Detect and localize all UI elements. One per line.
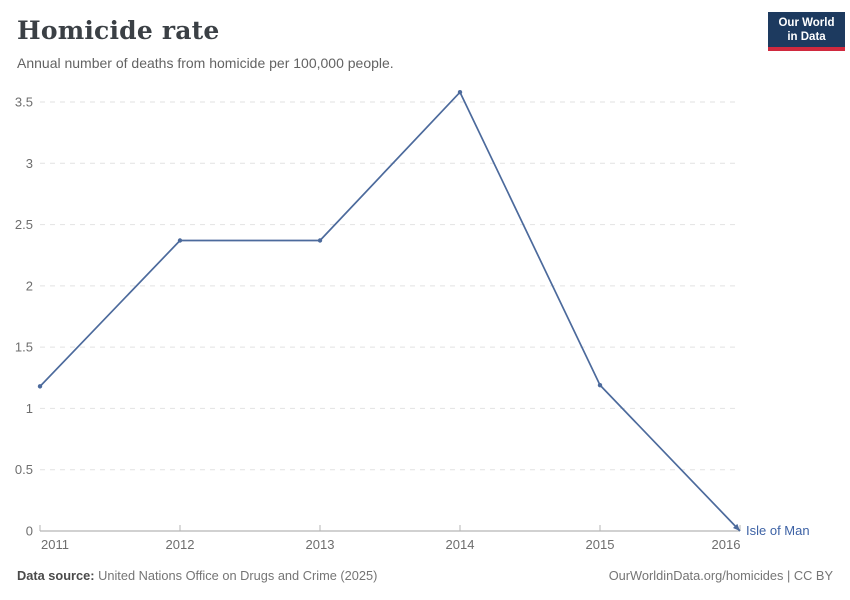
data-point-2015[interactable]	[597, 382, 603, 388]
owid-logo[interactable]: Our World in Data	[768, 12, 845, 51]
y-tick-label-2.5: 2.5	[15, 217, 33, 232]
chart-subtitle: Annual number of deaths from homicide pe…	[17, 55, 394, 71]
entity-label[interactable]: Isle of Man	[746, 523, 810, 538]
data-source-note: Data source: United Nations Office on Dr…	[17, 568, 377, 583]
series-end-arrow	[732, 523, 740, 531]
y-tick-label-3: 3	[26, 156, 33, 171]
license-credit-link[interactable]: OurWorldinData.org/homicides | CC BY	[608, 568, 833, 583]
chart-title: Homicide rate	[17, 16, 220, 45]
y-tick-label-0: 0	[26, 524, 33, 539]
x-tick-label-2014: 2014	[446, 537, 475, 552]
series-line-Isle of Man[interactable]	[39, 90, 741, 532]
owid-logo-line2: in Data	[787, 31, 826, 43]
y-tick-label-3.5: 3.5	[15, 95, 33, 110]
y-tick-label-1: 1	[26, 401, 33, 416]
data-point-2013[interactable]	[317, 238, 323, 243]
y-tick-label-0.5: 0.5	[15, 462, 33, 477]
y-tick-label-2: 2	[26, 278, 33, 293]
y-tick-label-1.5: 1.5	[15, 340, 33, 355]
data-point-2014[interactable]	[457, 89, 463, 95]
x-tick-label-2016: 2016	[712, 537, 741, 552]
x-tick-label-2013: 2013	[306, 537, 335, 552]
data-point-2011[interactable]	[37, 384, 43, 389]
chart-footer: Data source: United Nations Office on Dr…	[17, 568, 833, 583]
data-source-label: Data source:	[17, 568, 95, 583]
owid-logo-line1: Our World	[778, 17, 835, 29]
x-tick-label-2011: 2011	[41, 537, 69, 552]
data-point-2012[interactable]	[177, 238, 183, 243]
x-tick-label-2015: 2015	[586, 537, 615, 552]
x-tick-label-2012: 2012	[166, 537, 195, 552]
data-source-text[interactable]: United Nations Office on Drugs and Crime…	[98, 568, 378, 583]
